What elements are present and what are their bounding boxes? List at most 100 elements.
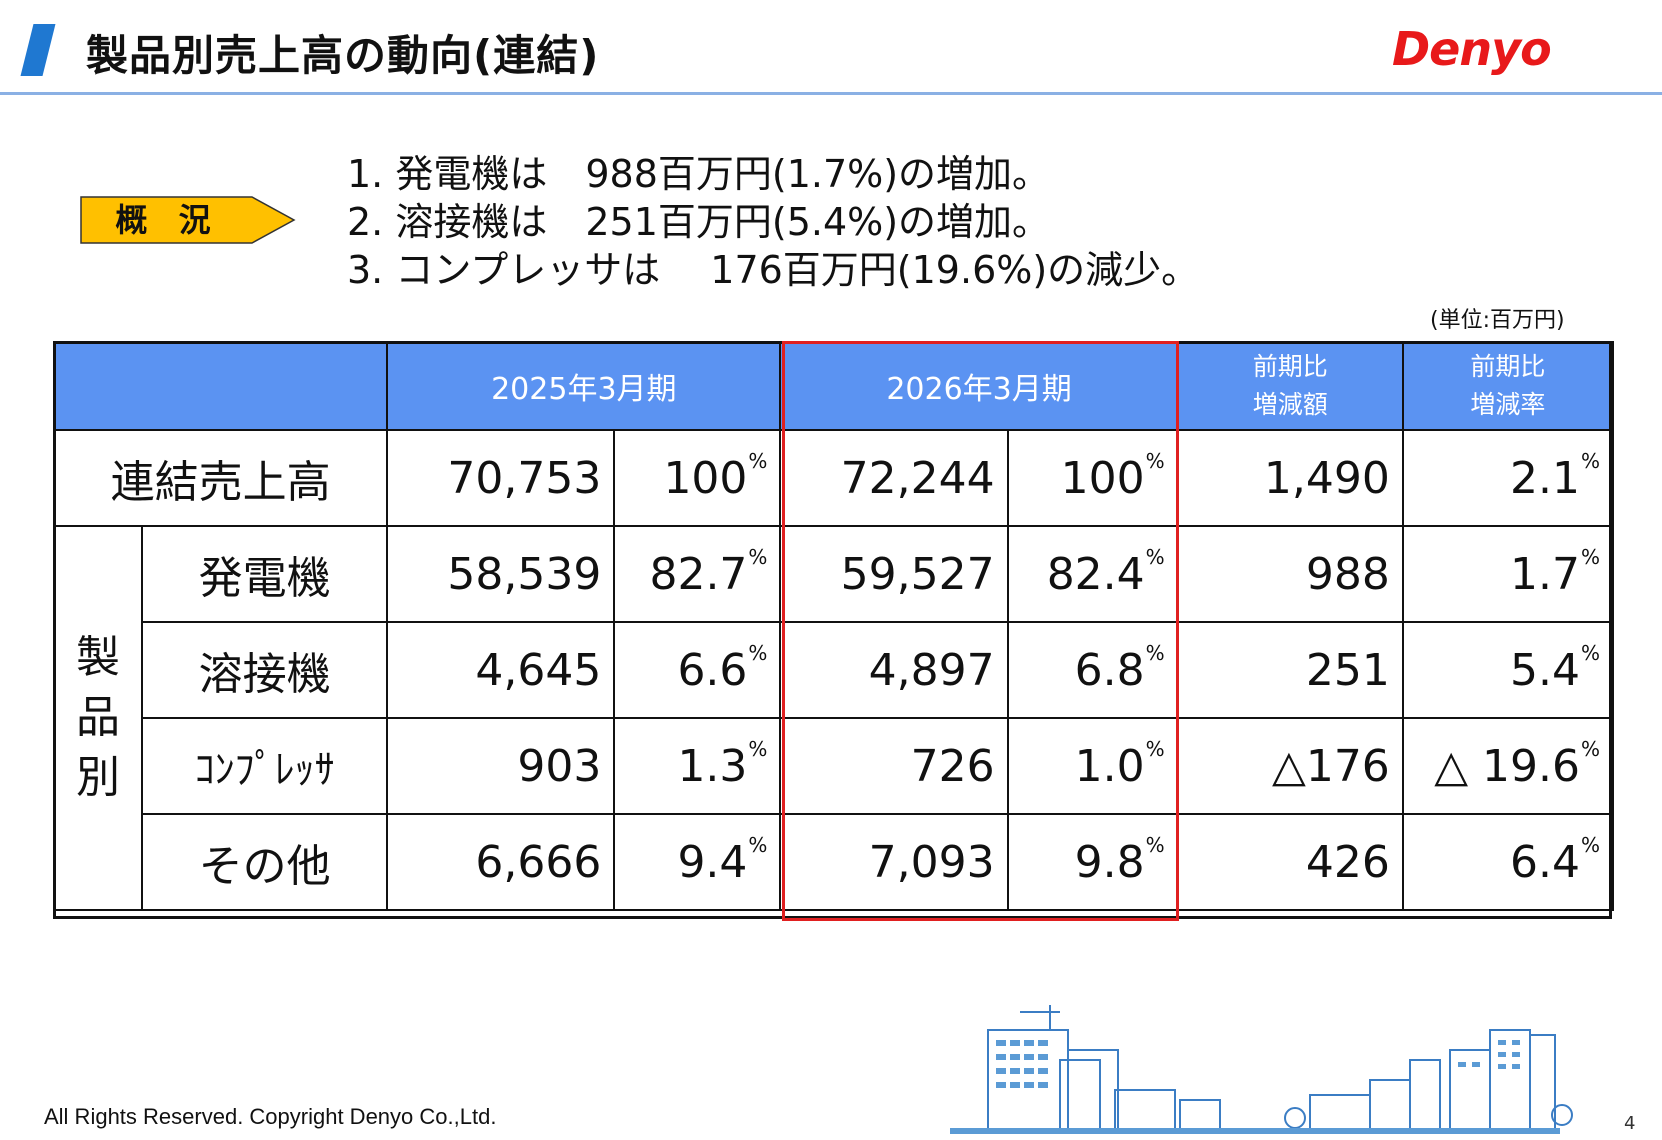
- diff-rate: 6.4%: [1401, 813, 1615, 911]
- pct-2025: 82.7%: [613, 525, 782, 623]
- value-2025: 70,753: [386, 429, 616, 527]
- header-diff-amount-line1: 前期比: [1252, 352, 1328, 381]
- pct-symbol: %: [1580, 544, 1600, 569]
- badge-label: 概 況: [115, 201, 221, 239]
- summary-badge: 概 況: [80, 196, 296, 244]
- table-row: 製 品 別 発電機 58,539 82.7% 59,527 82.4% 988 …: [52, 525, 1615, 911]
- diff-amount: 251: [1176, 621, 1404, 719]
- sales-table: 2025年3月期 2026年3月期 前期比 増減額 前期比 増減率 連結売上高 …: [52, 341, 1615, 911]
- pct-symbol: %: [1145, 640, 1165, 665]
- pct-symbol: %: [748, 640, 768, 665]
- rate-value: 2.1: [1510, 452, 1580, 504]
- rate-value: 1.7: [1510, 548, 1580, 600]
- pct-2026: 9.8%: [1006, 813, 1179, 911]
- row-label: 連結売上高: [52, 429, 389, 527]
- summary-line: 3. コンプレッサは 176百万円(19.6%)の減少。: [347, 248, 1200, 292]
- group-char: 品: [76, 692, 121, 743]
- row-label: 発電機: [141, 525, 389, 623]
- header-diff-rate: 前期比 増減率: [1401, 341, 1615, 431]
- group-char: 製: [76, 632, 121, 683]
- pct-symbol: %: [1580, 640, 1600, 665]
- summary-list: 1. 発電機は 988百万円(1.7%)の増加。 2. 溶接機は 251百万円(…: [347, 150, 1199, 294]
- header-diff-amount-line2: 増減額: [1252, 390, 1328, 419]
- denyo-logo: Denyo: [1392, 22, 1552, 76]
- pct-symbol: %: [1145, 544, 1165, 569]
- value-2025: 6,666: [386, 813, 616, 911]
- pct-value: 100: [1060, 452, 1145, 504]
- badge-arrow-shape: [80, 196, 296, 244]
- copyright-footer: All Rights Reserved. Copyright Denyo Co.…: [44, 1104, 497, 1129]
- unit-note: (単位:百万円): [1430, 308, 1565, 333]
- summary-line: 1. 発電機は 988百万円(1.7%)の増加。: [347, 152, 1051, 196]
- pct-symbol: %: [1580, 736, 1600, 761]
- diff-rate: △ 19.6%: [1401, 717, 1615, 815]
- header-fy2026: 2026年3月期: [779, 341, 1179, 431]
- pct-value: 1.3: [677, 740, 748, 792]
- value-2025: 4,645: [386, 621, 616, 719]
- pct-2026: 1.0%: [1006, 717, 1179, 815]
- pct-value: 6.6: [677, 644, 748, 696]
- table-header-row: 2025年3月期 2026年3月期 前期比 増減額 前期比 増減率: [52, 341, 1615, 431]
- pct-symbol: %: [748, 832, 768, 857]
- pct-2026: 82.4%: [1006, 525, 1179, 623]
- diff-amount: 1,490: [1176, 429, 1404, 527]
- rate-value: 5.4: [1510, 644, 1580, 696]
- pct-symbol: %: [1580, 448, 1600, 473]
- header-fy2025: 2025年3月期: [386, 341, 782, 431]
- pct-symbol: %: [748, 544, 768, 569]
- pct-value: 100: [663, 452, 748, 504]
- table-row: 溶接機 4,645 6.6% 4,897 6.8% 251 5.4%: [54, 621, 1615, 719]
- value-2026: 7,093: [779, 813, 1009, 911]
- diff-amount: 426: [1176, 813, 1404, 911]
- pct-2025: 100%: [613, 429, 782, 527]
- diff-amount: △176: [1176, 717, 1404, 815]
- group-char: 別: [76, 752, 121, 803]
- header-divider: [0, 92, 1662, 95]
- pct-2025: 9.4%: [613, 813, 782, 911]
- title-accent-bar: [20, 24, 56, 76]
- pct-value: 9.8: [1074, 836, 1145, 888]
- table-row: ｺﾝﾌﾟﾚｯｻ 903 1.3% 726 1.0% △176 △ 19.6%: [54, 717, 1615, 815]
- value-2026: 726: [779, 717, 1009, 815]
- header-diff-rate-line2: 増減率: [1470, 390, 1546, 419]
- pct-value: 9.4: [677, 836, 748, 888]
- value-2026: 72,244: [779, 429, 1009, 527]
- page-number: 4: [1624, 1113, 1636, 1134]
- row-label: 溶接機: [141, 621, 389, 719]
- value-2026: 4,897: [779, 621, 1009, 719]
- diff-rate: 1.7%: [1401, 525, 1615, 623]
- pct-symbol: %: [748, 736, 768, 761]
- cityscape-illustration: [950, 1005, 1573, 1134]
- header-diff-rate-line1: 前期比: [1470, 352, 1546, 381]
- pct-symbol: %: [1145, 832, 1165, 857]
- value-2025: 903: [386, 717, 616, 815]
- pct-2025: 1.3%: [613, 717, 782, 815]
- diff-rate: 5.4%: [1401, 621, 1615, 719]
- value-2026: 59,527: [779, 525, 1009, 623]
- pct-symbol: %: [1145, 736, 1165, 761]
- pct-2026: 100%: [1006, 429, 1179, 527]
- rate-value: 6.4: [1510, 836, 1580, 888]
- pct-value: 82.7: [649, 548, 748, 600]
- header-diff-amount: 前期比 増減額: [1176, 341, 1404, 431]
- row-label: その他: [141, 813, 389, 911]
- pct-value: 6.8: [1074, 644, 1145, 696]
- pct-2026: 6.8%: [1006, 621, 1179, 719]
- pct-symbol: %: [1145, 448, 1165, 473]
- pct-value: 1.0: [1074, 740, 1145, 792]
- rate-value: △ 19.6: [1434, 740, 1580, 792]
- table-row: 連結売上高 70,753 100% 72,244 100% 1,490 2.1%: [52, 429, 1615, 527]
- summary-line: 2. 溶接機は 251百万円(5.4%)の増加。: [347, 200, 1051, 244]
- diff-rate: 2.1%: [1401, 429, 1615, 527]
- row-label: ｺﾝﾌﾟﾚｯｻ: [141, 717, 389, 815]
- pct-value: 82.4: [1046, 548, 1145, 600]
- diff-amount: 988: [1176, 525, 1404, 623]
- pct-symbol: %: [1580, 832, 1600, 857]
- pct-2025: 6.6%: [613, 621, 782, 719]
- pct-symbol: %: [748, 448, 768, 473]
- header-blank: [52, 341, 389, 431]
- table-row: その他 6,666 9.4% 7,093 9.8% 426 6.4%: [54, 813, 1615, 911]
- value-2025: 58,539: [386, 525, 616, 623]
- page-title: 製品別売上高の動向(連結): [86, 31, 600, 80]
- product-group-label: 製 品 別: [52, 525, 144, 911]
